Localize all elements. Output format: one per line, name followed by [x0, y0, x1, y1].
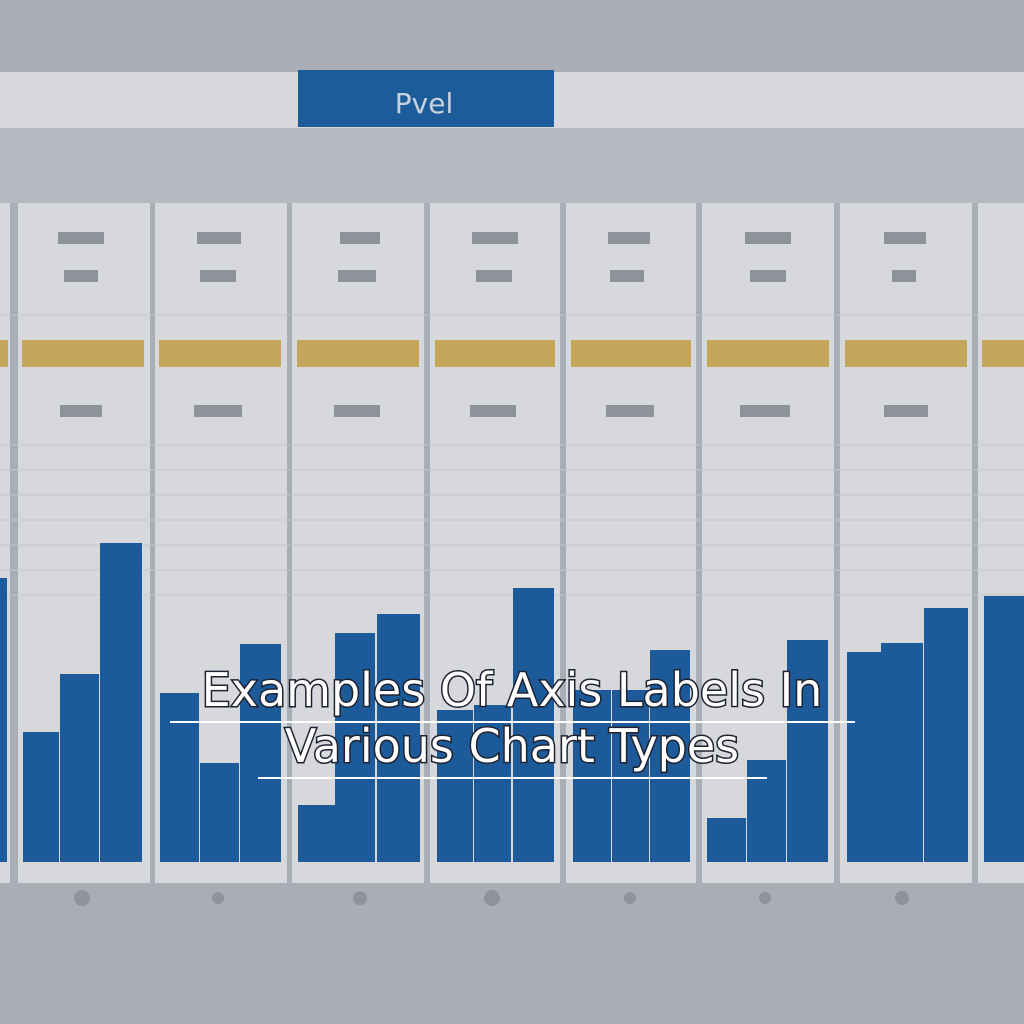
row-lines — [0, 314, 1024, 596]
bar — [474, 705, 511, 862]
bar — [747, 760, 786, 862]
bar — [984, 596, 1024, 862]
blurred-text — [740, 405, 790, 417]
bar — [650, 650, 690, 862]
blurred-text — [884, 232, 926, 244]
bar — [23, 732, 59, 862]
blurred-labels — [58, 232, 928, 417]
gold-band — [159, 340, 281, 367]
gold-band — [435, 340, 555, 367]
icon — [624, 892, 636, 904]
gold-band — [0, 340, 8, 367]
icon — [484, 890, 500, 906]
gold-band — [845, 340, 967, 367]
icon — [895, 891, 909, 905]
gold-band — [22, 340, 144, 367]
bar — [787, 640, 828, 862]
bar — [200, 763, 239, 862]
bar — [0, 578, 7, 862]
bar — [924, 608, 968, 862]
overlay-title-line: Examples Of Axis Labels In — [202, 663, 823, 717]
gold-band — [297, 340, 419, 367]
blurred-text — [58, 232, 104, 244]
base-icons — [74, 890, 909, 906]
gold-band — [982, 340, 1024, 367]
gold-band — [571, 340, 691, 367]
overlay-title-line: Various Chart Types — [285, 719, 739, 773]
header-tab-label: Pvel — [395, 87, 453, 120]
gold-bands — [0, 340, 1024, 367]
bars — [0, 543, 1024, 862]
bar — [335, 633, 375, 862]
bar — [60, 674, 99, 862]
gold-band — [707, 340, 829, 367]
bar — [240, 644, 281, 862]
blurred-text — [64, 270, 98, 282]
blurred-text — [472, 232, 518, 244]
bar — [513, 588, 554, 862]
blurred-text — [197, 232, 241, 244]
bar — [881, 643, 923, 862]
bar — [573, 690, 611, 862]
icon — [74, 890, 90, 906]
blurred-text — [334, 405, 380, 417]
bar — [100, 543, 142, 862]
icon — [759, 892, 771, 904]
bar — [437, 710, 473, 862]
blurred-text — [745, 232, 791, 244]
header-tab — [298, 70, 554, 127]
blurred-text — [60, 405, 102, 417]
icon — [212, 892, 224, 904]
bar — [707, 818, 746, 862]
icon — [353, 891, 367, 905]
blurred-text — [610, 270, 644, 282]
blurred-text — [340, 232, 380, 244]
blurred-text — [750, 270, 786, 282]
bar — [847, 652, 881, 862]
bar — [160, 693, 199, 862]
blurred-text — [608, 232, 650, 244]
bar — [298, 805, 335, 862]
blurred-text — [606, 405, 654, 417]
blurred-text — [194, 405, 242, 417]
blurred-text — [338, 270, 376, 282]
bar — [377, 614, 420, 862]
band — [0, 128, 1024, 203]
blurred-text — [470, 405, 516, 417]
blurred-text — [884, 405, 928, 417]
column — [0, 203, 10, 883]
blurred-text — [892, 270, 916, 282]
bar — [612, 690, 649, 862]
blurred-text — [200, 270, 236, 282]
blurred-text — [476, 270, 512, 282]
